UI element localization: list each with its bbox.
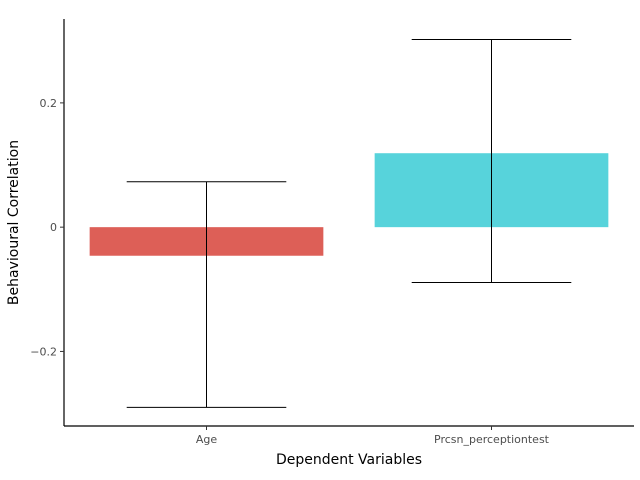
plot-area: [89, 39, 609, 408]
y-tick-label: 0: [50, 221, 57, 234]
y-axis-title: Behavioural Correlation: [6, 140, 22, 305]
x-axis-title: Dependent Variables: [276, 452, 422, 468]
y-axis-ticks: −0.2 0 0.2: [30, 97, 64, 358]
x-axis-ticks: Age Prcsn_perceptiontest: [196, 426, 550, 446]
y-tick-label: −0.2: [30, 345, 57, 358]
x-tick-label: Age: [196, 433, 218, 446]
x-tick-label: Prcsn_perceptiontest: [434, 433, 550, 446]
error-bar: [411, 39, 572, 283]
y-tick-label: 0.2: [40, 97, 58, 110]
error-bar: [126, 181, 287, 408]
